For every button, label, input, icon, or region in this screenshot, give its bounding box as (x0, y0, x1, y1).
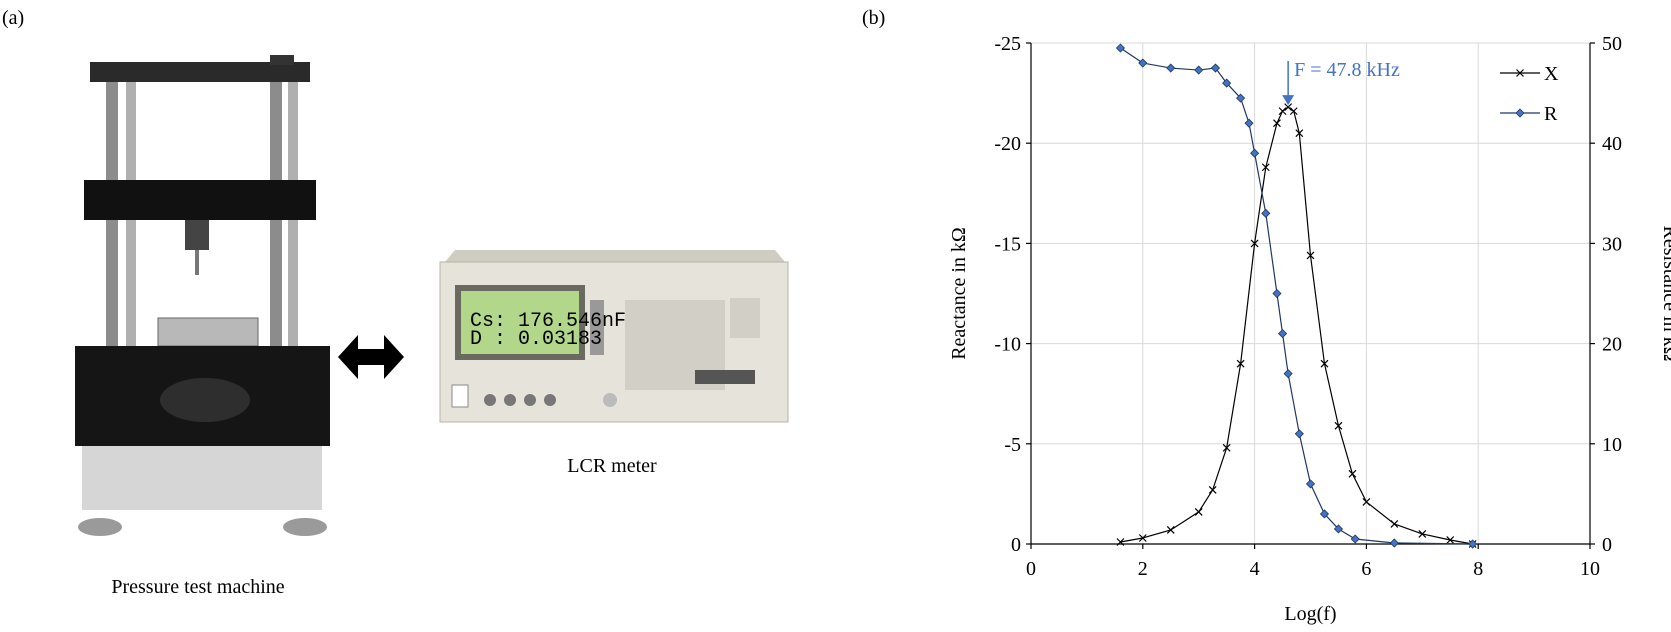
y-tick-label: -25 (994, 33, 1021, 55)
marker (1283, 369, 1293, 379)
marker (1278, 107, 1287, 116)
x-tick-label: 6 (1361, 558, 1371, 580)
marker (1305, 479, 1316, 489)
legend-marker (1515, 108, 1525, 118)
marker (1446, 536, 1455, 544)
marker (1289, 107, 1298, 116)
x-tick-label: 4 (1250, 558, 1260, 580)
marker (1261, 208, 1271, 218)
x-tick-label: 2 (1138, 558, 1148, 580)
marker (1194, 508, 1203, 516)
y-tick-label: -20 (994, 133, 1021, 155)
marker (1319, 509, 1330, 519)
x-axis-label: Log(f) (1284, 603, 1336, 625)
legend-label: R (1544, 103, 1558, 125)
marker (1194, 65, 1204, 75)
marker (1261, 163, 1270, 172)
marker (1333, 524, 1344, 534)
marker (1284, 103, 1293, 112)
y2-tick-label: 50 (1602, 33, 1622, 55)
legend-marker (1516, 69, 1524, 77)
marker (1295, 129, 1304, 138)
x-tick-label: 8 (1473, 558, 1483, 580)
marker (1390, 520, 1399, 528)
marker (1272, 288, 1282, 299)
marker (1306, 251, 1315, 260)
marker (1468, 539, 1478, 549)
marker (1362, 497, 1371, 506)
marker (1294, 429, 1304, 439)
y2-tick-label: 0 (1602, 534, 1612, 556)
photo-caption: Pressure test machine (111, 576, 284, 598)
marker (1236, 93, 1246, 103)
marker (1389, 538, 1399, 548)
marker (1277, 329, 1288, 339)
marker (1138, 534, 1147, 542)
marker (1210, 63, 1221, 73)
marker (1166, 526, 1175, 534)
screen-text: Cs: 176.546nF (470, 310, 626, 333)
marker (1250, 239, 1259, 248)
marker (1115, 43, 1126, 53)
marker (1208, 485, 1217, 494)
series-line (1120, 106, 1473, 545)
machine-photo (75, 55, 330, 536)
marker (1320, 359, 1329, 368)
y-tick-label: 0 (1011, 534, 1021, 556)
marker (1116, 538, 1125, 546)
marker (1222, 443, 1231, 452)
photo-caption: LCR meter (567, 455, 657, 477)
x-tick-label: 0 (1026, 558, 1036, 580)
panel-label: (a) (2, 7, 24, 29)
marker (1418, 530, 1427, 538)
annotation: F = 47.8 kHz (1294, 59, 1400, 81)
y-tick-label: -5 (1004, 434, 1021, 456)
screen-text: D : 0.03183 (470, 328, 602, 351)
y-axis-label: Reactance in kΩ (948, 227, 970, 360)
marker (1348, 469, 1357, 478)
marker (1236, 359, 1245, 368)
meter-photo (439, 250, 789, 423)
marker (1273, 119, 1281, 128)
y2-axis-label: Resistance in kΩ (1659, 226, 1671, 362)
x-tick-label: 10 (1580, 558, 1600, 580)
legend-label: X (1544, 63, 1559, 85)
marker (1250, 148, 1260, 158)
marker (1222, 78, 1232, 88)
marker (1334, 421, 1343, 430)
marker (1166, 63, 1176, 73)
double-arrow (338, 335, 404, 379)
y2-tick-label: 10 (1602, 434, 1622, 456)
y2-tick-label: 30 (1602, 233, 1622, 255)
marker (1350, 534, 1360, 544)
marker (1138, 58, 1148, 68)
annotation-arrowhead (1282, 95, 1295, 106)
y2-tick-label: 40 (1602, 133, 1622, 155)
marker (1244, 118, 1254, 128)
y-tick-label: -15 (994, 233, 1021, 255)
panel-label: (b) (862, 7, 885, 29)
y-tick-label: -10 (994, 334, 1021, 356)
y2-tick-label: 20 (1602, 334, 1622, 356)
